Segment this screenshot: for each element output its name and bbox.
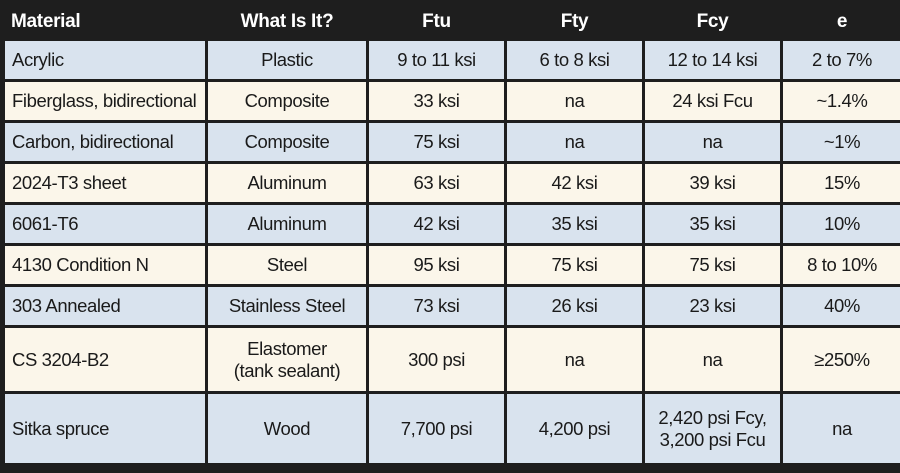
cell-fty: na (507, 328, 642, 391)
cell-type: Wood (208, 394, 366, 463)
cell-e: 8 to 10% (783, 246, 900, 284)
table-row: 4130 Condition N Steel 95 ksi 75 ksi 75 … (5, 246, 900, 284)
cell-material: 303 Annealed (5, 287, 205, 325)
cell-ftu: 33 ksi (369, 82, 504, 120)
cell-type: Stainless Steel (208, 287, 366, 325)
cell-type: Steel (208, 246, 366, 284)
cell-fty: 4,200 psi (507, 394, 642, 463)
table-row: Fiberglass, bidirectional Composite 33 k… (5, 82, 900, 120)
cell-fcy: 2,420 psi Fcy, 3,200 psi Fcu (645, 394, 780, 463)
cell-ftu: 73 ksi (369, 287, 504, 325)
cell-e: 2 to 7% (783, 41, 900, 79)
header-ftu: Ftu (369, 5, 504, 38)
header-fty: Fty (507, 5, 642, 38)
cell-fty: 26 ksi (507, 287, 642, 325)
cell-ftu: 7,700 psi (369, 394, 504, 463)
cell-material: Carbon, bidirectional (5, 123, 205, 161)
cell-e: 15% (783, 164, 900, 202)
table-row: CS 3204-B2 Elastomer (tank sealant) 300 … (5, 328, 900, 391)
cell-ftu: 95 ksi (369, 246, 504, 284)
cell-material: 2024-T3 sheet (5, 164, 205, 202)
header-material: Material (5, 5, 205, 38)
cell-fcy: 23 ksi (645, 287, 780, 325)
cell-e: ~1.4% (783, 82, 900, 120)
cell-material: Acrylic (5, 41, 205, 79)
cell-ftu: 9 to 11 ksi (369, 41, 504, 79)
cell-fcy: 75 ksi (645, 246, 780, 284)
cell-e: ≥250% (783, 328, 900, 391)
header-what-is-it: What Is It? (208, 5, 366, 38)
cell-material: 6061-T6 (5, 205, 205, 243)
cell-fcy: 35 ksi (645, 205, 780, 243)
header-fcy: Fcy (645, 5, 780, 38)
cell-material: Fiberglass, bidirectional (5, 82, 205, 120)
cell-fcy: 24 ksi Fcu (645, 82, 780, 120)
cell-e: 10% (783, 205, 900, 243)
cell-fty: 42 ksi (507, 164, 642, 202)
cell-ftu: 300 psi (369, 328, 504, 391)
cell-fty: 6 to 8 ksi (507, 41, 642, 79)
cell-fcy-line: 2,420 psi Fcy, (658, 406, 767, 428)
cell-type: Aluminum (208, 164, 366, 202)
cell-e: na (783, 394, 900, 463)
table-row: 6061-T6 Aluminum 42 ksi 35 ksi 35 ksi 10… (5, 205, 900, 243)
header-e: e (783, 5, 900, 38)
cell-type: Composite (208, 82, 366, 120)
cell-fty: na (507, 82, 642, 120)
cell-fcy-line: 3,200 psi Fcu (659, 428, 766, 450)
cell-type: Elastomer (tank sealant) (208, 328, 366, 391)
cell-type: Composite (208, 123, 366, 161)
cell-fty: 35 ksi (507, 205, 642, 243)
cell-material: CS 3204-B2 (5, 328, 205, 391)
cell-type-line: (tank sealant) (233, 359, 341, 381)
cell-fcy: 39 ksi (645, 164, 780, 202)
cell-fcy: na (645, 328, 780, 391)
table-row: Sitka spruce Wood 7,700 psi 4,200 psi 2,… (5, 394, 900, 463)
cell-type: Plastic (208, 41, 366, 79)
cell-fcy: na (645, 123, 780, 161)
cell-material: Sitka spruce (5, 394, 205, 463)
table-row: Acrylic Plastic 9 to 11 ksi 6 to 8 ksi 1… (5, 41, 900, 79)
table-row: 303 Annealed Stainless Steel 73 ksi 26 k… (5, 287, 900, 325)
materials-table: Material What Is It? Ftu Fty Fcy e Acryl… (2, 2, 900, 466)
cell-e: 40% (783, 287, 900, 325)
cell-ftu: 42 ksi (369, 205, 504, 243)
cell-type: Aluminum (208, 205, 366, 243)
cell-ftu: 75 ksi (369, 123, 504, 161)
table-row: 2024-T3 sheet Aluminum 63 ksi 42 ksi 39 … (5, 164, 900, 202)
cell-fty: na (507, 123, 642, 161)
cell-fcy: 12 to 14 ksi (645, 41, 780, 79)
cell-fty: 75 ksi (507, 246, 642, 284)
cell-material: 4130 Condition N (5, 246, 205, 284)
cell-type-line: Elastomer (247, 337, 327, 359)
table-row: Carbon, bidirectional Composite 75 ksi n… (5, 123, 900, 161)
cell-e: ~1% (783, 123, 900, 161)
cell-ftu: 63 ksi (369, 164, 504, 202)
header-row: Material What Is It? Ftu Fty Fcy e (5, 5, 900, 38)
